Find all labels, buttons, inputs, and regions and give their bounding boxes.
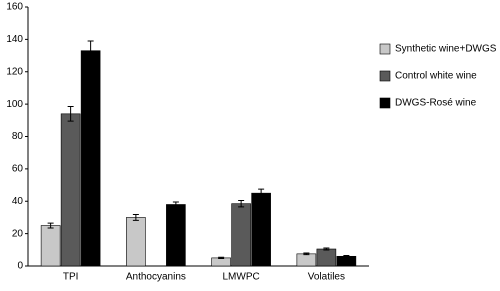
error-bar bbox=[67, 106, 74, 122]
y-tick-label: 60 bbox=[12, 164, 24, 175]
error-bar bbox=[132, 214, 139, 221]
bar bbox=[211, 257, 231, 267]
bar bbox=[231, 203, 251, 267]
y-tick-label: 120 bbox=[6, 66, 23, 77]
error-bar bbox=[87, 40, 94, 61]
x-tick-label: LMWPC bbox=[223, 272, 260, 283]
bar bbox=[126, 217, 146, 267]
x-tick-label: TPI bbox=[63, 272, 79, 283]
y-tick-label: 0 bbox=[17, 261, 23, 272]
error-bar bbox=[258, 188, 265, 198]
legend-label: Synthetic wine+DWGS bbox=[395, 44, 497, 55]
x-tick-label: Anthocyanins bbox=[126, 272, 186, 283]
bar bbox=[60, 113, 81, 267]
bar bbox=[40, 225, 61, 267]
y-tick-label: 100 bbox=[6, 99, 23, 110]
bar bbox=[336, 255, 357, 267]
legend-swatch bbox=[379, 97, 391, 109]
bar bbox=[296, 253, 317, 267]
error-bar bbox=[323, 247, 330, 251]
legend-swatch bbox=[379, 43, 391, 55]
bar bbox=[166, 204, 186, 267]
y-tick-label: 40 bbox=[12, 196, 24, 207]
error-bar bbox=[172, 201, 179, 208]
bar bbox=[251, 192, 271, 267]
y-tick-label: 80 bbox=[12, 131, 24, 142]
error-bar bbox=[303, 252, 310, 256]
legend-label: DWGS-Rosé wine bbox=[395, 98, 477, 109]
y-tick-label: 140 bbox=[6, 34, 23, 45]
error-bar bbox=[218, 256, 225, 260]
x-tick-label: Volatiles bbox=[308, 272, 345, 283]
y-tick-label: 20 bbox=[12, 228, 24, 239]
error-bar bbox=[47, 222, 54, 229]
legend-label: Control white wine bbox=[395, 71, 477, 82]
error-bar bbox=[343, 254, 350, 258]
error-bar bbox=[238, 199, 245, 208]
legend-swatch bbox=[379, 70, 391, 82]
y-tick-label: 160 bbox=[6, 2, 23, 13]
bar bbox=[80, 50, 101, 267]
bar bbox=[316, 248, 337, 267]
